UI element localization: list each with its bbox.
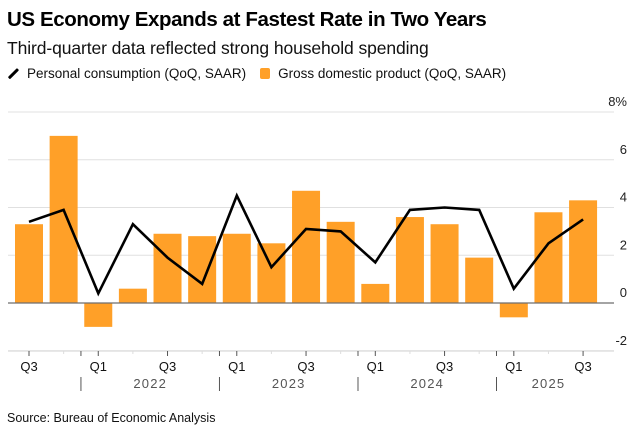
gdp-bar <box>15 224 43 303</box>
gdp-bar <box>499 303 528 318</box>
chart-title: US Economy Expands at Fastest Rate in Tw… <box>7 8 487 31</box>
gdp-bar <box>188 236 217 303</box>
x-tick-label: Q1 <box>228 359 245 374</box>
legend-label-gdp: Gross domestic product (QoQ, SAAR) <box>278 66 507 81</box>
x-tick-label: Q3 <box>574 359 591 374</box>
year-label: 2022 <box>133 376 167 391</box>
legend-label-consumption: Personal consumption (QoQ, SAAR) <box>27 66 247 81</box>
x-tick-label: Q3 <box>297 359 314 374</box>
gdp-bar <box>361 283 390 303</box>
gdp-bar <box>292 190 321 303</box>
x-tick-label: Q3 <box>436 359 453 374</box>
gdp-bar <box>465 257 494 303</box>
legend-item-gdp: Gross domestic product (QoQ, SAAR) <box>260 66 506 81</box>
x-tick-label: Q1 <box>367 359 384 374</box>
gdp-bar <box>49 135 78 303</box>
x-axis: Q3 Q1 Q3 Q1 Q3 Q1 Q3 Q1 Q3 2022 2023 2024 2025 <box>20 351 592 391</box>
y-axis: -2 0 2 4 6 8% <box>608 94 627 348</box>
y-tick-label: -2 <box>615 333 627 348</box>
gdp-bar <box>153 233 182 303</box>
gdp-bar <box>257 243 286 303</box>
gdp-bars <box>15 135 598 327</box>
x-tick-label: Q3 <box>20 359 37 374</box>
y-tick-label: 4 <box>620 190 627 205</box>
source-note: Source: Bureau of Economic Analysis <box>7 411 216 425</box>
gdp-bar <box>569 200 598 303</box>
year-label: 2023 <box>272 376 306 391</box>
square-icon <box>260 68 271 79</box>
gdp-bar <box>395 217 424 303</box>
legend: Personal consumption (QoQ, SAAR) Gross d… <box>7 66 520 81</box>
y-tick-label: 8% <box>608 94 627 109</box>
gdp-bar <box>222 233 251 303</box>
gdp-bar <box>326 221 355 303</box>
x-tick-label: Q1 <box>505 359 522 374</box>
y-tick-label: 2 <box>620 237 627 252</box>
y-tick-label: 6 <box>620 142 627 157</box>
legend-item-consumption: Personal consumption (QoQ, SAAR) <box>7 66 246 81</box>
gdp-bar <box>84 303 113 327</box>
gdp-bar <box>430 224 459 303</box>
gdp-bar <box>118 288 147 303</box>
consumption-line <box>28 192 584 297</box>
x-tick-label: Q1 <box>90 359 107 374</box>
year-label: 2025 <box>532 376 566 391</box>
year-label: 2024 <box>410 376 444 391</box>
y-tick-label: 0 <box>620 285 627 300</box>
x-tick-label: Q3 <box>159 359 176 374</box>
chart-subtitle: Third-quarter data reflected strong hous… <box>7 38 429 58</box>
